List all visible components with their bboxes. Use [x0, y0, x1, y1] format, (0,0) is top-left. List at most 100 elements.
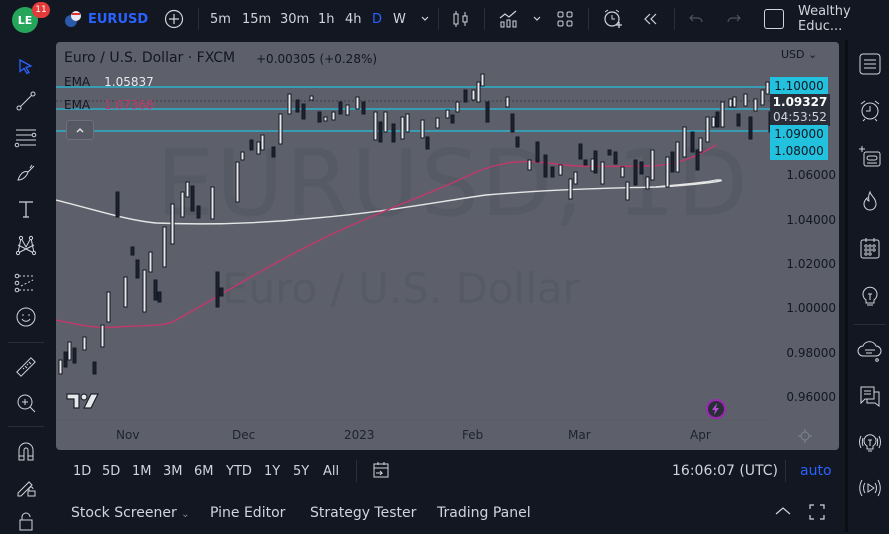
- text-tool[interactable]: [13, 196, 39, 222]
- bottom-panel: Stock Screener ⌄ Pine Editor Strategy Te…: [56, 494, 839, 532]
- range-1m[interactable]: 1M: [132, 463, 152, 479]
- range-1d[interactable]: 1D: [73, 463, 92, 479]
- chat-bubbles-icon: [860, 386, 880, 407]
- tradingview-logo[interactable]: [66, 392, 100, 414]
- chart-pane[interactable]: EURUSD, 1D Euro / U.S. Dollar Euro / U.S…: [56, 42, 839, 450]
- watchlist-button[interactable]: [856, 50, 884, 78]
- rewind-icon: [644, 13, 657, 25]
- compare-add-button[interactable]: [164, 0, 184, 38]
- interval-15m[interactable]: 15m: [242, 11, 272, 27]
- streams-button[interactable]: [856, 428, 884, 456]
- symbol-search-button[interactable]: EURUSD: [64, 0, 148, 38]
- hotlists-button[interactable]: [856, 188, 884, 216]
- time-label: 2023: [344, 428, 375, 442]
- layout-button[interactable]: [556, 0, 574, 38]
- time-label: Nov: [116, 428, 140, 442]
- range-1y[interactable]: 1Y: [264, 463, 281, 479]
- currency-selector[interactable]: USD ⌄: [781, 48, 818, 61]
- tab-stock-screener[interactable]: Stock Screener ⌄: [71, 505, 190, 521]
- price-label: 0.96000: [786, 390, 836, 404]
- interval-dropdown[interactable]: [420, 0, 430, 38]
- replay-button[interactable]: [642, 0, 660, 38]
- undo-button[interactable]: [688, 0, 704, 38]
- collapse-legend-button[interactable]: [66, 120, 94, 140]
- brush-icon: [17, 164, 35, 181]
- chevron-up-icon: [76, 128, 84, 133]
- range-5y[interactable]: 5Y: [293, 463, 310, 479]
- lock-icon: [19, 512, 33, 531]
- chart-type-button[interactable]: [452, 0, 470, 38]
- pattern-tool[interactable]: [13, 232, 39, 258]
- range-all[interactable]: All: [323, 463, 340, 479]
- maximize-panel-button[interactable]: [808, 503, 826, 525]
- price-label: 1.00000: [786, 301, 836, 315]
- price-label: 1.06000: [786, 168, 836, 182]
- cursor-arrow-icon: [19, 58, 33, 75]
- calendar-icon: [860, 238, 880, 259]
- undo-icon: [689, 14, 703, 23]
- messages-button[interactable]: [856, 382, 884, 410]
- ema2-legend[interactable]: EMA 1.07368: [64, 98, 154, 112]
- chevron-down-icon: ⌄: [181, 509, 190, 520]
- time-label: Dec: [232, 428, 256, 442]
- grid-layout-icon: [557, 11, 573, 27]
- price-tag-line2: 1.09000: [770, 125, 828, 143]
- ideas-button[interactable]: [856, 282, 884, 310]
- tab-trading-panel[interactable]: Trading Panel: [437, 505, 531, 521]
- price-tag-line3: 1.08000: [770, 142, 828, 160]
- expand-panel-button[interactable]: [774, 505, 792, 521]
- measure-tool[interactable]: [13, 354, 39, 380]
- auto-scale-toggle[interactable]: auto: [800, 463, 832, 479]
- square-icon: [764, 9, 784, 29]
- list-icon: [859, 53, 881, 75]
- range-ytd[interactable]: YTD: [226, 463, 252, 479]
- range-6m[interactable]: 6M: [194, 463, 214, 479]
- object-tree-button[interactable]: [856, 142, 884, 170]
- fib-tool[interactable]: [13, 124, 39, 150]
- price-label: 0.98000: [786, 346, 836, 360]
- ema1-legend[interactable]: EMA 1.05837: [64, 75, 154, 89]
- chart-settings-button[interactable]: [797, 428, 813, 448]
- alerts-button[interactable]: [856, 96, 884, 124]
- magnet-icon: [18, 442, 34, 461]
- brush-tool[interactable]: [13, 160, 39, 186]
- layout-select-checkbox[interactable]: [764, 0, 784, 38]
- lock-drawings-tool[interactable]: [13, 474, 39, 500]
- legend-change: +0.00305 (+0.28%): [256, 52, 378, 66]
- zoom-in-tool[interactable]: [13, 390, 39, 416]
- gear-icon: [798, 429, 812, 443]
- cursor-tool[interactable]: [13, 54, 39, 80]
- range-3m[interactable]: 3M: [163, 463, 183, 479]
- interval-30m[interactable]: 30m: [280, 11, 310, 27]
- chats-button[interactable]: [856, 336, 884, 364]
- utc-clock[interactable]: 16:06:07 (UTC): [672, 463, 779, 479]
- indicators-dropdown[interactable]: [532, 0, 542, 38]
- top-toolbar: LE 11 EURUSD 5m 15m 30m 1h 4h D W: [0, 0, 889, 38]
- indicators-button[interactable]: [498, 0, 520, 38]
- create-alert-button[interactable]: [602, 0, 624, 38]
- flame-icon: [863, 190, 877, 211]
- tab-strategy-tester[interactable]: Strategy Tester: [310, 505, 417, 521]
- redo-button[interactable]: [726, 0, 742, 38]
- text-t-icon: [19, 201, 33, 218]
- calendar-button[interactable]: [856, 234, 884, 262]
- layout-name-button[interactable]: Wealthy Educ...: [798, 4, 851, 34]
- event-marker-button[interactable]: [706, 399, 726, 419]
- trend-line-tool[interactable]: [13, 88, 39, 114]
- forecast-tool[interactable]: [13, 270, 39, 296]
- range-5d[interactable]: 5D: [102, 463, 121, 479]
- redo-icon: [727, 14, 741, 23]
- interval-4h[interactable]: 4h: [345, 11, 362, 27]
- interval-w[interactable]: W: [393, 11, 406, 27]
- tab-pine-editor[interactable]: Pine Editor: [210, 505, 286, 521]
- play-broadcast-icon: [859, 479, 881, 497]
- go-to-date-button[interactable]: [372, 461, 390, 483]
- interval-d[interactable]: D: [372, 11, 383, 27]
- interval-5m[interactable]: 5m: [210, 11, 231, 27]
- interval-1h[interactable]: 1h: [318, 11, 335, 27]
- icon-tool[interactable]: [13, 304, 39, 330]
- current-price-tag: 1.09327 04:53:52: [770, 94, 830, 126]
- magnet-tool[interactable]: [13, 438, 39, 464]
- lock-all-tool[interactable]: [13, 508, 39, 534]
- live-button[interactable]: [856, 474, 884, 502]
